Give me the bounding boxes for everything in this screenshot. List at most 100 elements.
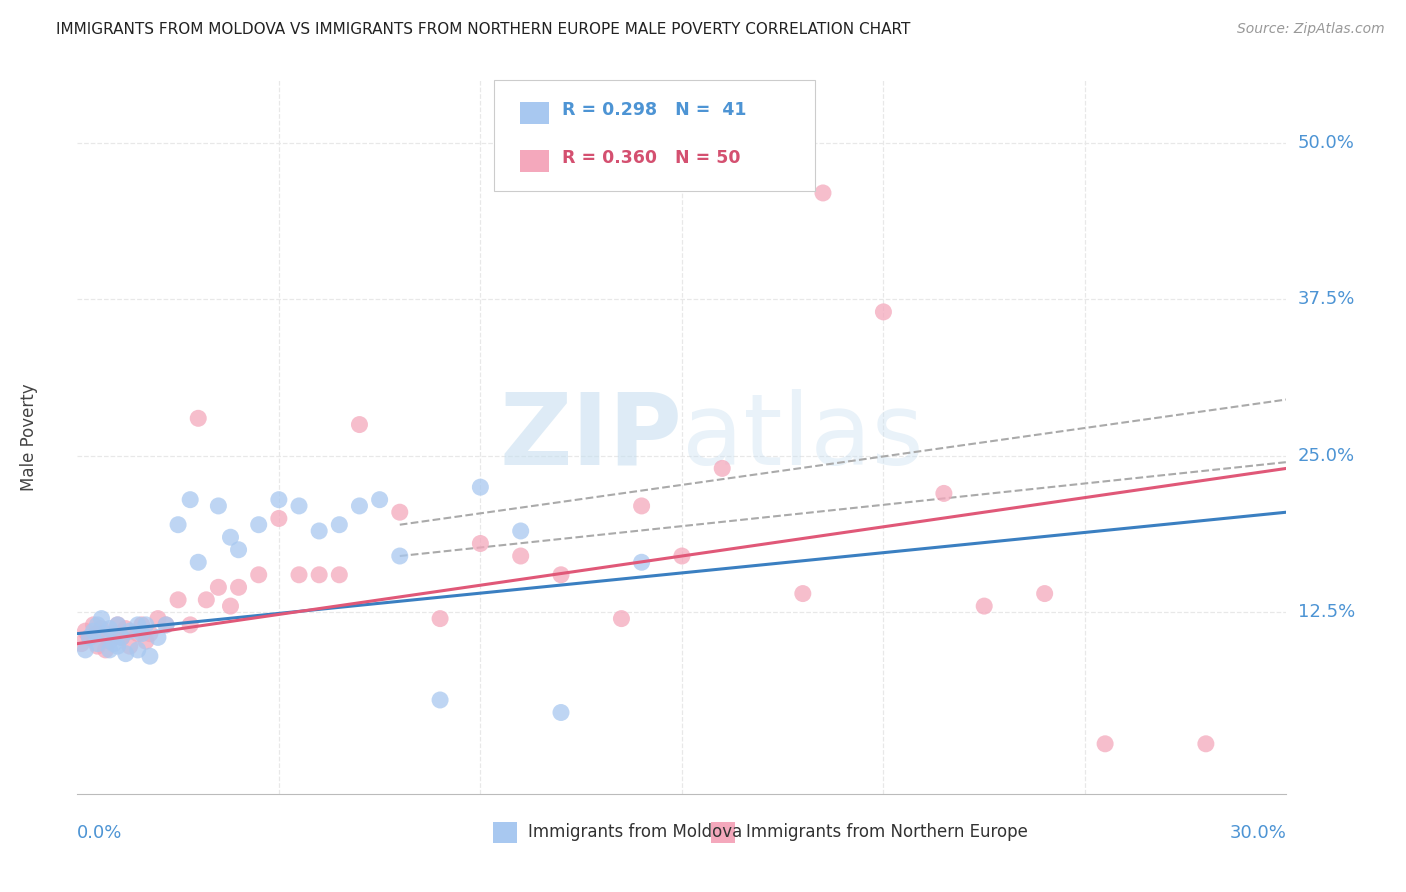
Point <box>118 624 141 639</box>
Point <box>1195 737 1218 751</box>
Text: Immigrants from Moldova: Immigrants from Moldova <box>529 823 742 841</box>
Point <box>470 480 492 494</box>
Point <box>139 626 162 640</box>
Point <box>79 631 101 645</box>
Point <box>388 505 411 519</box>
Point <box>308 567 330 582</box>
Point <box>1033 586 1056 600</box>
Point <box>98 622 121 636</box>
Point <box>267 492 290 507</box>
Point <box>114 647 136 661</box>
Point <box>228 542 250 557</box>
Text: IMMIGRANTS FROM MOLDOVA VS IMMIGRANTS FROM NORTHERN EUROPE MALE POVERTY CORRELAT: IMMIGRANTS FROM MOLDOVA VS IMMIGRANTS FR… <box>56 22 911 37</box>
Point <box>146 631 169 645</box>
Point <box>671 549 693 563</box>
Point <box>98 634 121 648</box>
Point <box>872 305 894 319</box>
Point <box>973 599 995 613</box>
Point <box>179 618 201 632</box>
Point <box>86 639 108 653</box>
Point <box>1094 737 1116 751</box>
Point <box>75 643 97 657</box>
Point <box>550 706 572 720</box>
Point <box>429 693 451 707</box>
Point <box>103 626 125 640</box>
Point <box>131 626 153 640</box>
Point <box>349 417 371 432</box>
Point <box>429 612 451 626</box>
Point <box>86 637 108 651</box>
FancyBboxPatch shape <box>495 80 815 191</box>
Point <box>94 626 117 640</box>
Point <box>267 511 290 525</box>
Point <box>131 618 153 632</box>
Point <box>932 486 955 500</box>
Point <box>90 622 112 636</box>
Point <box>470 536 492 550</box>
Text: R = 0.298   N =  41: R = 0.298 N = 41 <box>562 102 747 120</box>
FancyBboxPatch shape <box>711 822 735 843</box>
Point <box>207 580 229 594</box>
Text: R = 0.360   N = 50: R = 0.360 N = 50 <box>562 149 741 167</box>
Point <box>127 626 149 640</box>
Point <box>107 618 129 632</box>
Point <box>127 618 149 632</box>
Point <box>328 567 350 582</box>
Point <box>711 461 734 475</box>
Point <box>308 524 330 538</box>
Point <box>167 592 190 607</box>
Point <box>111 631 134 645</box>
Point <box>111 631 134 645</box>
Point <box>509 549 531 563</box>
Point <box>82 618 104 632</box>
Point <box>388 549 411 563</box>
Point <box>127 643 149 657</box>
Point <box>630 499 652 513</box>
Point <box>107 639 129 653</box>
Point <box>247 517 270 532</box>
Point <box>288 499 311 513</box>
Point <box>247 567 270 582</box>
Point <box>75 624 97 639</box>
Point <box>195 592 218 607</box>
Point <box>103 637 125 651</box>
Point <box>811 186 834 200</box>
Point <box>155 618 177 632</box>
Point <box>70 637 93 651</box>
Point <box>179 492 201 507</box>
Point <box>135 634 157 648</box>
Point <box>135 618 157 632</box>
Text: 30.0%: 30.0% <box>1230 824 1286 842</box>
Point <box>187 555 209 569</box>
Point <box>630 555 652 569</box>
Text: 12.5%: 12.5% <box>1298 603 1355 622</box>
Point <box>207 499 229 513</box>
Point <box>90 612 112 626</box>
FancyBboxPatch shape <box>520 102 548 124</box>
Point <box>118 639 141 653</box>
Text: Immigrants from Northern Europe: Immigrants from Northern Europe <box>747 823 1028 841</box>
Point <box>155 618 177 632</box>
Point <box>228 580 250 594</box>
Point <box>328 517 350 532</box>
Point <box>114 622 136 636</box>
Point <box>349 499 371 513</box>
Point <box>288 567 311 582</box>
Point <box>86 618 108 632</box>
Point <box>167 517 190 532</box>
Point <box>86 626 108 640</box>
Point <box>98 643 121 657</box>
Point <box>792 586 814 600</box>
Point <box>187 411 209 425</box>
Point <box>79 631 101 645</box>
Text: 0.0%: 0.0% <box>77 824 122 842</box>
Point <box>139 649 162 664</box>
Point <box>550 567 572 582</box>
Text: 37.5%: 37.5% <box>1298 291 1355 309</box>
Text: Male Poverty: Male Poverty <box>20 384 38 491</box>
Point <box>82 624 104 639</box>
Point <box>509 524 531 538</box>
Text: ZIP: ZIP <box>499 389 682 485</box>
Point <box>94 643 117 657</box>
Text: 25.0%: 25.0% <box>1298 447 1355 465</box>
